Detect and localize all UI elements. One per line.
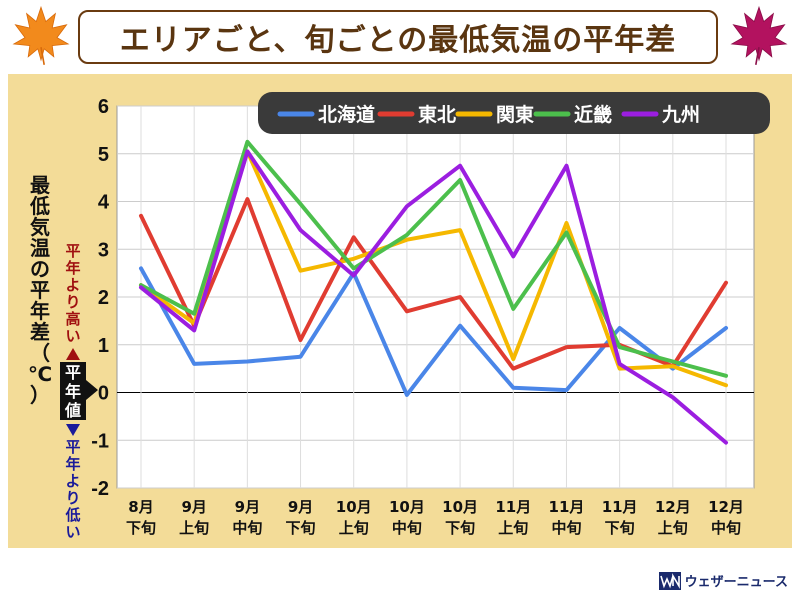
x-tick-label-period: 上旬: [498, 519, 528, 537]
x-tick-label-month: 10月: [336, 498, 372, 516]
x-tick-label-month: 9月: [288, 498, 313, 516]
x-tick-label-month: 12月: [708, 498, 744, 516]
above-normal-char: い: [65, 327, 80, 345]
y-axis-title-char: 温: [30, 236, 50, 260]
y-axis-title-char: ℃: [28, 362, 52, 386]
normal-value-char: 値: [64, 401, 81, 420]
brand-name: ウェザーニュース: [684, 575, 788, 590]
above-normal-char: 平: [65, 242, 80, 260]
x-tick-label-period: 上旬: [339, 519, 369, 537]
y-axis-title-char: 最: [30, 173, 51, 197]
y-axis-title-char: （: [30, 341, 50, 365]
x-tick-label-period: 上旬: [658, 519, 688, 537]
up-arrow-icon: [66, 348, 80, 360]
x-tick-label-period: 下旬: [605, 519, 635, 537]
above-normal-char: よ: [65, 276, 80, 294]
x-tick-label-month: 10月: [389, 498, 425, 516]
series-line-近畿: [139, 139, 728, 378]
normal-value-badge: [60, 362, 98, 420]
x-tick-label-month: 11月: [602, 498, 638, 516]
y-axis-title-char: ）: [30, 383, 50, 407]
down-arrow-icon: [66, 424, 80, 436]
y-tick-label: 6: [98, 96, 109, 118]
y-axis-title-char: 年: [30, 299, 50, 323]
y-axis-title-char: の: [30, 257, 50, 281]
x-tick-label-month: 9月: [235, 498, 260, 516]
y-tick-label: 1: [98, 335, 109, 357]
below-normal-char: い: [65, 523, 80, 541]
x-tick-label-period: 中旬: [232, 519, 262, 537]
legend-label: 近畿: [574, 103, 612, 126]
x-tick-label-month: 12月: [655, 498, 691, 516]
x-tick-label-period: 中旬: [551, 519, 581, 537]
below-normal-char: 年: [65, 455, 80, 473]
below-normal-char: よ: [65, 472, 80, 490]
x-tick-label-month: 10月: [442, 498, 478, 516]
above-normal-char: 高: [65, 310, 80, 328]
below-normal-char: り: [65, 489, 80, 507]
legend-label: 東北: [418, 103, 456, 126]
legend-label: 関東: [496, 103, 534, 126]
below-normal-char: 低: [64, 506, 80, 524]
y-tick-label: -1: [91, 430, 109, 452]
y-tick-label: -2: [91, 478, 109, 500]
x-tick-label-month: 11月: [495, 498, 531, 516]
x-tick-label-period: 中旬: [392, 519, 422, 537]
y-tick-label: 4: [98, 192, 110, 214]
series-line-九州: [139, 149, 728, 445]
x-tick-label-period: 上旬: [179, 519, 209, 537]
legend-label: 北海道: [318, 103, 375, 126]
above-normal-char: り: [65, 293, 80, 311]
series-line-北海道: [139, 266, 728, 397]
normal-value-char: 平: [65, 363, 81, 382]
above-normal-char: 年: [65, 259, 80, 277]
chart-title: エリアごと、旬ごとの最低気温の平年差: [119, 23, 677, 58]
y-axis-title-char: 平: [30, 278, 50, 302]
y-axis-title-char: 低: [29, 194, 50, 218]
x-tick-label-period: 下旬: [126, 519, 156, 537]
x-tick-label-period: 中旬: [711, 519, 741, 537]
y-tick-label: 0: [98, 383, 109, 405]
magenta-maple-leaf-icon: [730, 5, 788, 65]
orange-maple-leaf-icon: [12, 5, 70, 65]
x-tick-label-period: 下旬: [445, 519, 475, 537]
normal-value-char: 年: [65, 382, 81, 401]
title-bar: エリアごと、旬ごとの最低気温の平年差: [78, 10, 718, 64]
y-tick-label: 2: [98, 287, 109, 309]
legend-label: 九州: [661, 104, 700, 126]
x-tick-label-period: 下旬: [286, 519, 316, 537]
legend-box: [258, 92, 770, 134]
y-tick-label: 5: [98, 144, 109, 166]
x-tick-label-month: 9月: [181, 498, 206, 516]
x-tick-label-month: 11月: [549, 498, 585, 516]
y-axis-title-char: 差: [30, 320, 50, 344]
y-axis-title-char: 気: [30, 215, 50, 239]
chart-panel: 6 5 4 3 2 1 0 -1 -2 8月下旬 9月上旬 9月中旬 9月下旬 10月上旬 10月中旬 10月…: [8, 74, 792, 548]
brand-logo: ウェザーニュース: [658, 571, 788, 590]
weathernews-logo-icon: [658, 571, 681, 590]
below-normal-char: 平: [65, 438, 80, 456]
x-tick-label-month: 8月: [128, 498, 153, 516]
y-tick-label: 3: [98, 239, 109, 261]
